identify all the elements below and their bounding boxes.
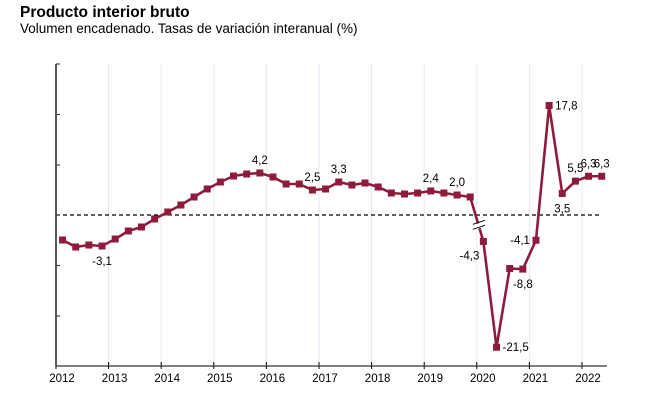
data-label: 2,5	[304, 172, 320, 184]
data-point	[545, 102, 553, 110]
data-point	[466, 193, 474, 201]
data-point	[269, 173, 277, 181]
data-point	[256, 169, 264, 177]
data-point	[151, 215, 159, 223]
data-label: -4,3	[460, 250, 480, 262]
break-line	[472, 219, 486, 225]
chart-title: Producto interior bruto	[20, 4, 190, 21]
data-labels: -3,1 4,2 2,5 3,3 2,4 2,0 -4,3 -21,5 -8,8 -4,1 17,8…	[92, 101, 610, 355]
data-point	[532, 236, 540, 244]
data-label: 17,8	[555, 101, 577, 113]
data-label: 3,3	[331, 164, 347, 176]
data-point	[308, 186, 316, 194]
series-pib	[59, 102, 606, 351]
data-label: -3,1	[92, 256, 112, 268]
data-label: 5,5	[567, 163, 583, 175]
x-tick-label: 2014	[154, 373, 180, 385]
break-line	[472, 224, 486, 230]
data-point	[59, 236, 67, 244]
data-label: 2,4	[423, 173, 440, 185]
data-point	[414, 189, 422, 197]
x-tick-label: 2017	[312, 373, 338, 385]
data-point	[519, 265, 527, 273]
x-tick-label: 2019	[417, 373, 443, 385]
data-point	[558, 189, 566, 197]
x-tick-label: 2018	[365, 373, 391, 385]
data-point	[137, 223, 145, 231]
data-point	[374, 183, 382, 191]
data-label: 4,2	[252, 155, 268, 167]
data-point	[400, 190, 408, 198]
data-point	[322, 185, 330, 193]
x-tick-label: 2012	[49, 373, 75, 385]
data-point	[98, 242, 106, 250]
data-label: -8,8	[513, 279, 533, 291]
data-point	[506, 265, 514, 273]
data-point	[72, 243, 80, 251]
data-point	[282, 180, 290, 188]
x-tick-labels: 2012 2013 2014 2015 2016 2017 2018 2019 2020 2021…	[49, 373, 601, 385]
data-point	[427, 187, 435, 195]
data-point	[493, 343, 501, 351]
data-point	[361, 179, 369, 187]
data-point	[387, 189, 395, 197]
data-point	[111, 235, 119, 243]
data-point	[177, 201, 185, 209]
data-point	[585, 172, 593, 180]
data-point	[453, 191, 461, 199]
x-tick-label: 2015	[207, 373, 233, 385]
data-point	[190, 193, 198, 201]
axis-break-mark	[472, 219, 486, 231]
data-point	[348, 181, 356, 189]
x-tick-label: 2022	[575, 373, 601, 385]
data-point	[440, 189, 448, 197]
axes	[55, 63, 607, 369]
data-label: -21,5	[503, 342, 529, 354]
x-tick-label: 2021	[523, 373, 549, 385]
data-point	[243, 170, 251, 178]
data-point	[335, 178, 343, 186]
data-label: 6,3	[581, 158, 597, 170]
data-point	[230, 172, 238, 180]
x-tick-label: 2013	[102, 373, 128, 385]
data-point	[164, 208, 172, 216]
chart-subtitle: Volumen encadenado. Tasas de variación i…	[20, 21, 358, 36]
x-tick-label: 2020	[470, 373, 496, 385]
data-label: 6,3	[594, 158, 610, 170]
data-label: -4,1	[510, 235, 530, 247]
data-point	[203, 185, 211, 193]
data-point	[216, 178, 224, 186]
data-point	[598, 172, 606, 180]
data-point	[85, 241, 93, 249]
data-label: 3,5	[554, 203, 570, 215]
data-point	[295, 180, 303, 188]
data-point	[479, 237, 487, 245]
data-point	[124, 227, 132, 235]
x-tick-label: 2016	[260, 373, 286, 385]
data-point	[571, 177, 579, 185]
data-label: 2,0	[449, 177, 465, 189]
